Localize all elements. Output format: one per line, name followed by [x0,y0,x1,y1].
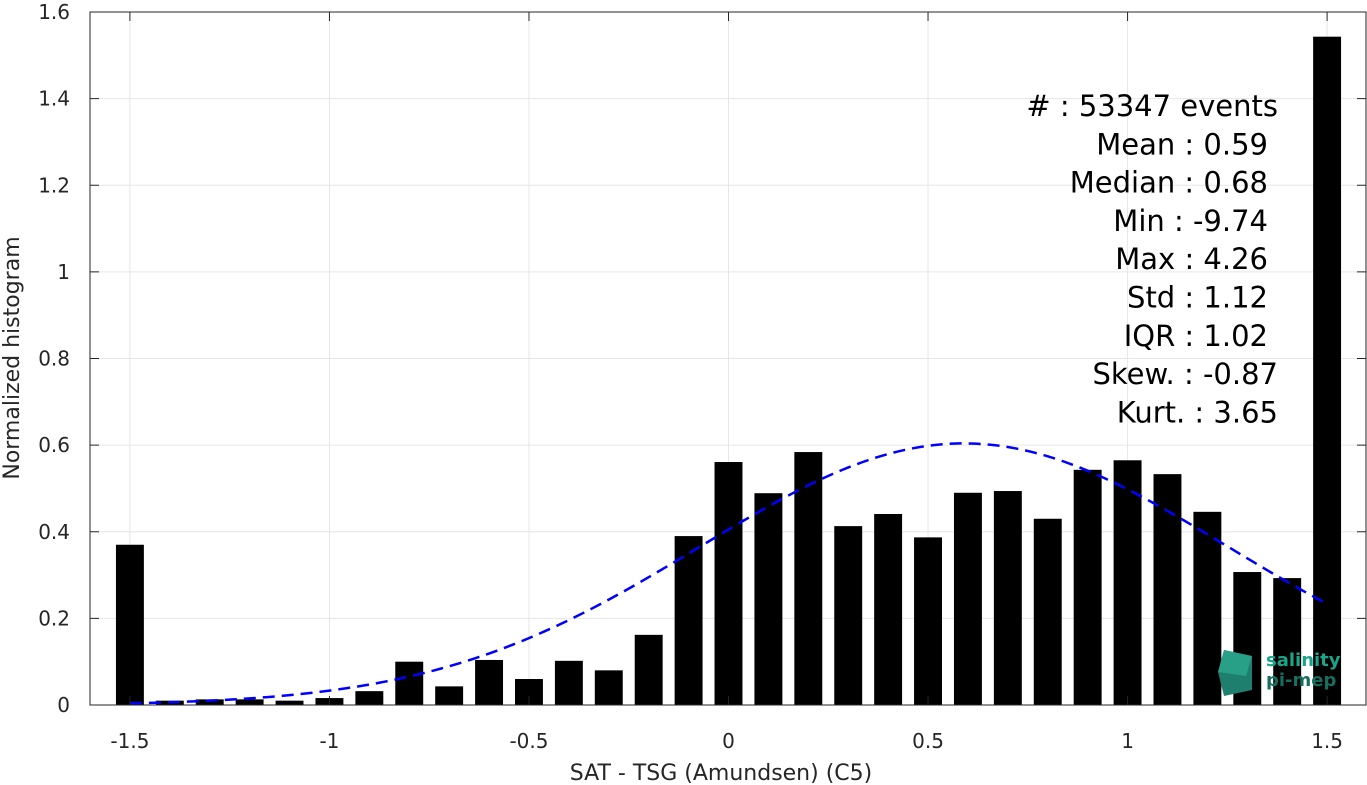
y-tick-label: 0.8 [38,347,70,371]
histogram-bar [993,491,1022,705]
histogram-bar [554,660,583,705]
stat-line: Max : 4.26 [1115,242,1268,276]
histogram-bar [235,699,264,705]
y-tick-label: 0.4 [38,520,70,544]
logo-line1: salinity [1266,650,1341,671]
histogram-bar [953,492,982,705]
histogram-bar [674,536,703,705]
stat-line: Kurt. : 3.65 [1117,395,1278,429]
axis-ticks [90,11,1366,706]
y-tick-label: 0 [57,693,70,717]
histogram-bar [355,691,384,705]
stat-line: # : 53347 events [1026,89,1278,123]
stat-line: Median : 0.68 [1070,166,1268,200]
histogram-bar [1073,469,1102,705]
histogram-bar [914,537,942,705]
logo-line2: pi-mep [1266,670,1336,691]
stat-line: Mean : 0.59 [1096,127,1268,161]
stats-annotation: # : 53347 events Mean : 0.59 Median : 0.68… [1026,89,1278,429]
histogram-bar [714,462,743,705]
stat-line: IQR : 1.02 [1124,319,1268,353]
y-tick-label: 1.2 [38,173,70,197]
histogram-bar [435,686,464,705]
histogram-bar [754,493,783,705]
histogram-bar [195,699,224,705]
histogram-bar [874,513,903,705]
histogram-bar [634,634,663,705]
x-tick-label: -0.5 [509,729,548,753]
y-tick-label: 1 [57,260,70,284]
y-tick-label: 0.6 [38,433,70,457]
x-axis-title: SAT - TSG (Amundsen) (C5) [570,761,872,785]
x-tick-label: 1.5 [1311,729,1343,753]
y-tick-label: 1.4 [38,87,70,111]
y-tick-label: 0.2 [38,606,70,630]
normal-fit-curve [129,442,1328,705]
stat-line: Std : 1.12 [1127,281,1268,315]
x-tick-label: 1 [1121,729,1134,753]
x-tick-labels: -1.5 -1 -0.5 0 0.5 1 1.5 [110,729,1343,753]
histogram-bar [1033,518,1062,705]
histogram-bar [275,700,304,705]
histogram-bar [1153,474,1182,705]
y-tick-label: 1.6 [38,0,70,24]
x-tick-label: 0 [722,729,735,753]
stat-line: Skew. : -0.87 [1092,357,1278,391]
histogram-bar [1313,36,1342,706]
y-tick-labels: 0 0.2 0.4 0.6 0.8 1 1.2 1.4 1.6 [38,0,70,717]
x-tick-label: -1.5 [110,729,149,753]
histogram-bar [1113,460,1142,705]
histogram-bar [475,659,504,705]
histogram-bars [115,36,1342,706]
x-tick-label: 0.5 [912,729,944,753]
histogram-bar [115,544,144,705]
logo-cube-face-icon [1218,650,1252,676]
histogram-bar [594,670,623,705]
histogram-bar [834,526,863,705]
y-axis-title: Normalized histogram [0,236,25,479]
salinity-pimep-logo: salinity pi-mep [1218,650,1341,696]
histogram-bar [1193,511,1222,705]
histogram-bar [395,661,424,705]
histogram-bar [1273,578,1302,705]
stat-line: Min : -9.74 [1113,204,1268,238]
histogram-bar [794,452,823,705]
x-tick-label: -1 [319,729,339,753]
